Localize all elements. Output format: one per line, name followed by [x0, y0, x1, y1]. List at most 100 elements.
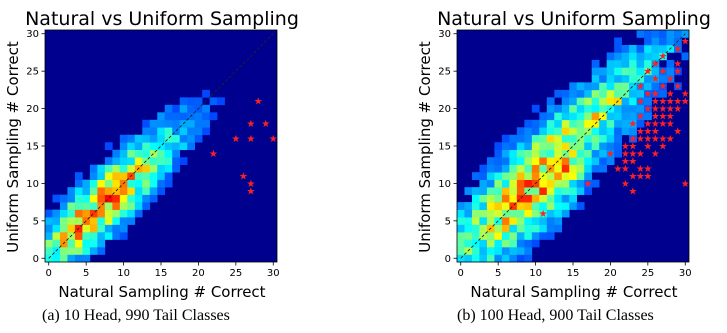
heatmap-cell [119, 187, 128, 195]
heatmap-cell [157, 157, 166, 166]
y-tick-label: 5 [33, 216, 39, 227]
heatmap-cell [614, 74, 622, 83]
heatmap-cell [516, 202, 525, 210]
heatmap-cell [486, 217, 495, 225]
heatmap-cell [524, 127, 533, 136]
heatmap-cell [112, 157, 121, 166]
heatmap-cell [516, 194, 525, 203]
highlight-point: ★ [651, 97, 660, 108]
heatmap-cell [501, 194, 510, 203]
heatmap-cell [104, 232, 113, 240]
heatmap-cell [629, 52, 637, 61]
y-tick-label: 0 [33, 254, 39, 265]
heatmap-cell [74, 194, 83, 203]
heatmap-cell [644, 97, 652, 106]
heatmap-cell [134, 209, 143, 218]
heatmap-cell [104, 202, 113, 210]
heatmap-cell [569, 179, 578, 188]
heatmap-cell [74, 239, 83, 248]
heatmap-cell [524, 157, 533, 166]
heatmap-cell [531, 149, 540, 158]
heatmap-cell [524, 149, 533, 158]
heatmap-cell [569, 172, 578, 180]
heatmap-cell [149, 179, 158, 188]
heatmap-cell [516, 187, 525, 195]
heatmap-cell [509, 217, 518, 225]
highlight-point: ★ [261, 119, 270, 130]
heatmap-cell [591, 74, 600, 83]
heatmap-cell [606, 74, 615, 83]
heatmap-cell [112, 202, 121, 210]
heatmap-cell [187, 104, 195, 113]
heatmap-cell [157, 187, 166, 195]
heatmap-cell [494, 239, 503, 248]
heatmap-cell [644, 44, 652, 53]
heatmap-cell [164, 164, 173, 173]
heatmap-cell [531, 119, 540, 128]
heatmap-cell [546, 97, 555, 106]
heatmap-cell [479, 239, 488, 248]
heatmap-cell [479, 224, 488, 233]
heatmap-cell [576, 172, 585, 180]
highlight-point: ★ [651, 119, 660, 130]
heatmap-cell [546, 202, 555, 210]
heatmap-cell [82, 239, 91, 248]
heatmap-cell [509, 209, 518, 218]
highlight-point: ★ [658, 97, 667, 108]
highlight-point: ★ [636, 112, 645, 123]
heatmap-cell [531, 142, 540, 151]
heatmap-cell [599, 104, 607, 113]
chart-title: Natural vs Uniform Sampling [25, 8, 299, 30]
x-tick-label: 30 [267, 268, 280, 279]
heatmap-cell [104, 194, 113, 203]
heatmap-cell [509, 187, 518, 195]
heatmap-cell [531, 134, 540, 143]
heatmap-cell [614, 37, 622, 46]
heatmap-cell [164, 142, 173, 151]
highlight-point: ★ [658, 67, 667, 78]
heatmap-cell [524, 194, 533, 203]
heatmap-cell [97, 179, 106, 188]
y-ticks: 0 5 10 15 20 25 30 [438, 29, 457, 265]
heatmap-cell [202, 119, 210, 128]
heatmap-cell [89, 232, 98, 240]
heatmap-cell [599, 157, 607, 166]
heatmap-cell [606, 127, 615, 136]
heatmap-cell [142, 142, 151, 151]
heatmap-cell [194, 127, 203, 136]
heatmap-cell [546, 112, 555, 121]
highlight-point: ★ [254, 97, 263, 108]
heatmap-cell [569, 187, 578, 195]
x-tick-label: 25 [229, 268, 242, 279]
heatmap-cell [509, 224, 518, 233]
heatmap-cell [524, 247, 533, 255]
heatmap-cell [599, 134, 607, 143]
heatmap-cell [516, 224, 525, 233]
heatmap-cell [539, 142, 548, 151]
heatmap-cell [494, 149, 503, 158]
heatmap-cell [179, 97, 188, 106]
heatmap-cell [501, 254, 510, 263]
caption-b: (b) 100 Head, 900 Tail Classes [457, 307, 654, 324]
heatmap-cell [636, 89, 645, 98]
highlight-point: ★ [636, 164, 645, 175]
heatmap-cell [681, 30, 690, 38]
heatmap-cell [554, 134, 563, 143]
heatmap-cell [217, 97, 225, 106]
heatmap-cell [471, 202, 480, 210]
highlight-point: ★ [658, 104, 667, 115]
heatmap-cell [119, 142, 128, 151]
heatmap-cell [164, 119, 173, 128]
heatmap-cell [119, 209, 128, 218]
heatmap-cell [516, 127, 525, 136]
heatmap-cell [501, 142, 510, 151]
heatmap-cell [457, 239, 465, 248]
heatmap-cell [584, 127, 593, 136]
heatmap-cell [74, 187, 83, 195]
heatmap-cell [479, 209, 488, 218]
heatmap-cell [674, 67, 682, 76]
heatmap-cell [584, 97, 593, 106]
heatmap-cell [539, 119, 548, 128]
heatmap-cell [629, 134, 637, 143]
heatmap-cell [142, 119, 151, 128]
